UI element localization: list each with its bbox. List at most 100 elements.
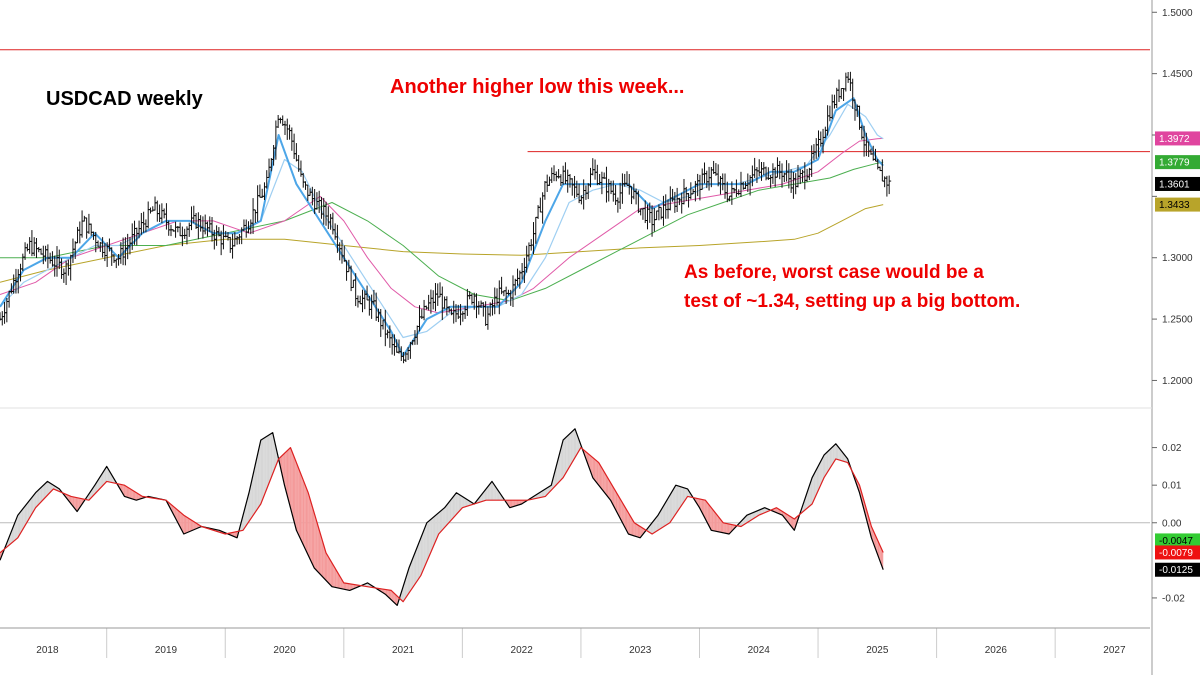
x-tick-label-2027: 2027	[1103, 645, 1126, 656]
osc-fill-positive	[486, 487, 488, 501]
osc-fill-negative	[603, 470, 605, 493]
osc-fill-negative	[335, 568, 337, 588]
osc-fill-positive	[30, 497, 33, 516]
osc-fill-positive	[815, 468, 817, 497]
osc-fill-negative	[349, 583, 351, 591]
osc-fill-positive	[251, 476, 253, 518]
osc-fill-positive	[484, 488, 487, 501]
osc-fill-negative	[718, 516, 720, 533]
osc-fill-negative	[176, 509, 178, 523]
osc-fill-positive	[106, 466, 108, 482]
osc-fill-positive	[36, 490, 38, 507]
osc-fill-negative	[130, 488, 132, 499]
osc-fill-positive	[560, 444, 562, 481]
osc-fill-negative	[179, 511, 181, 528]
oscillator-panel	[0, 428, 884, 607]
osc-fill-positive	[746, 514, 749, 523]
osc-fill-positive	[561, 440, 564, 479]
osc-fill-positive	[423, 528, 425, 570]
osc-fill-positive	[50, 483, 53, 492]
osc-fill-positive	[462, 496, 464, 508]
osc-fill-positive	[541, 490, 543, 498]
osc-fill-positive	[43, 483, 46, 499]
osc-fill-negative	[637, 525, 640, 538]
osc-fill-positive	[743, 517, 745, 526]
osc-fill-positive	[449, 500, 451, 523]
osc-fill-negative	[519, 500, 521, 505]
osc-fill-positive	[681, 487, 683, 506]
osc-fill-negative	[390, 590, 392, 600]
osc-fill-negative	[286, 449, 289, 499]
osc-fill-negative	[617, 494, 619, 516]
osc-fill-positive	[812, 475, 814, 504]
value-tag-bg	[1155, 533, 1200, 548]
osc-fill-negative	[190, 519, 193, 532]
osc-fill-positive	[660, 509, 662, 529]
osc-fill-positive	[24, 504, 27, 526]
value-tag-text: 1.3779	[1159, 158, 1190, 169]
osc-fill-negative	[234, 531, 236, 538]
osc-fill-positive	[107, 468, 110, 482]
annotation-worst-case-line2: test of ~1.34, setting up a big bottom.	[684, 291, 1021, 312]
osc-fill-negative	[138, 494, 140, 500]
osc-fill-negative	[616, 492, 618, 514]
osc-fill-negative	[704, 499, 706, 519]
osc-fill-positive	[429, 519, 431, 557]
osc-fill-negative	[391, 590, 393, 601]
osc-fill-positive	[671, 491, 673, 522]
price-tick-label: 1.2500	[1162, 315, 1193, 326]
osc-fill-negative	[636, 524, 638, 538]
osc-fill-negative	[703, 499, 705, 517]
osc-fill-negative	[316, 520, 318, 572]
price-tick-label: 1.3000	[1162, 253, 1193, 264]
osc-fill-positive	[756, 510, 758, 517]
osc-fill-positive	[569, 433, 571, 468]
osc-fill-negative	[296, 462, 298, 533]
osc-fill-negative	[793, 518, 795, 531]
osc-fill-positive	[451, 497, 453, 520]
osc-fill-positive	[754, 511, 756, 519]
osc-fill-negative	[235, 531, 238, 538]
osc-fill-negative	[298, 468, 300, 538]
osc-fill-positive	[452, 495, 455, 519]
osc-tick-label: -0.02	[1162, 593, 1185, 604]
osc-fill-negative	[386, 589, 388, 597]
osc-fill-positive	[263, 437, 265, 498]
osc-fill-positive	[564, 437, 566, 476]
osc-fill-negative	[78, 497, 80, 510]
osc-fill-negative	[515, 500, 517, 506]
osc-fill-positive	[20, 510, 22, 534]
osc-fill-positive	[841, 451, 843, 462]
osc-fill-positive	[761, 508, 763, 515]
osc-fill-negative	[328, 556, 330, 585]
osc-fill-negative	[513, 500, 515, 507]
price-panel	[0, 71, 892, 364]
osc-fill-positive	[566, 435, 568, 472]
osc-fill-positive	[483, 490, 485, 501]
value-tag-text: -0.0125	[1159, 565, 1193, 576]
osc-fill-negative	[175, 508, 177, 521]
osc-fill-negative	[71, 496, 73, 506]
osc-fill-negative	[635, 523, 637, 537]
osc-fill-positive	[665, 501, 667, 526]
osc-fill-positive	[680, 486, 682, 507]
osc-fill-negative	[123, 484, 125, 497]
osc-fill-negative	[710, 506, 712, 531]
osc-fill-positive	[655, 516, 657, 532]
x-tick-label-2021: 2021	[392, 645, 415, 656]
osc-fill-negative	[131, 489, 133, 500]
osc-fill-positive	[430, 518, 432, 554]
osc-fill-negative	[305, 486, 308, 553]
osc-fill-positive	[809, 481, 811, 506]
osc-fill-positive	[273, 437, 276, 471]
osc-fill-negative	[518, 500, 520, 506]
osc-fill-positive	[490, 481, 493, 501]
osc-fill-positive	[828, 449, 830, 471]
x-tick-label-2020: 2020	[273, 645, 296, 656]
osc-fill-positive	[418, 540, 420, 579]
osc-fill-negative	[297, 465, 299, 536]
osc-fill-positive	[482, 491, 484, 502]
osc-fill-negative	[520, 500, 522, 505]
osc-fill-negative	[631, 518, 634, 536]
